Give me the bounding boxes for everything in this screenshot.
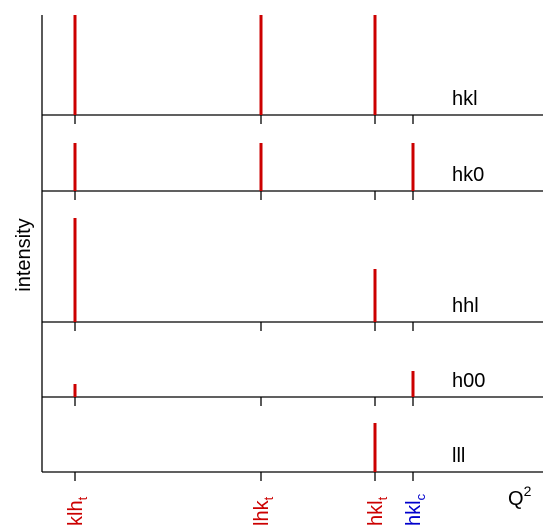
position-label-sub: t (375, 496, 390, 500)
position-label-main: hkl (365, 500, 387, 526)
position-label-main: lhk (251, 499, 273, 526)
position-label: klht (65, 496, 90, 526)
panel-label: hhl (452, 295, 479, 317)
position-label: lhkt (251, 496, 276, 526)
x-axis-label-main: Q (508, 488, 524, 510)
position-label-sub: t (261, 496, 276, 500)
panel-label: lll (452, 445, 465, 467)
x-axis-label-sup: 2 (524, 483, 532, 499)
position-label-main: klh (65, 500, 87, 526)
panel-label: h00 (452, 370, 485, 392)
position-label-sub: t (75, 496, 90, 500)
panel-label: hkl (452, 88, 478, 110)
y-axis-label: intensity (13, 218, 35, 291)
position-label: hklc (403, 493, 428, 526)
panel-label: hk0 (452, 164, 484, 186)
x-axis-label: Q2 (508, 483, 532, 510)
position-label: hklt (365, 496, 390, 526)
position-label-sub: c (413, 493, 428, 500)
position-label-main: hkl (403, 500, 425, 526)
